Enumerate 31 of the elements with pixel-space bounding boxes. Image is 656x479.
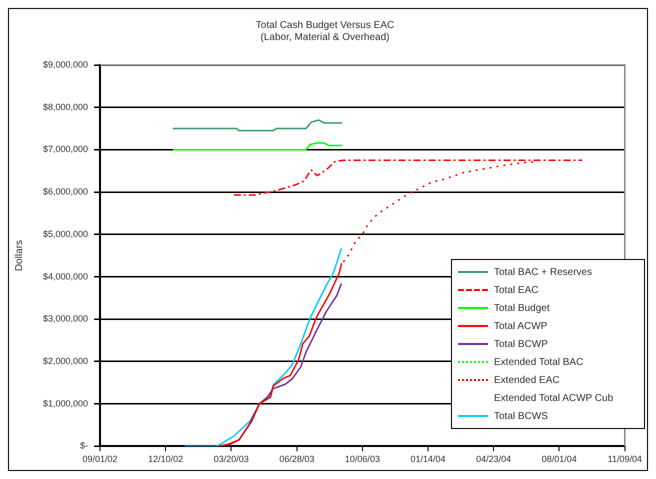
y-tick-label: $2,000,000 [42,356,88,366]
y-tick-label: $8,000,000 [42,102,88,112]
y-axis-title: Dollars [14,240,25,272]
x-tick-label: 11/09/04 [608,454,642,464]
y-tick-label: $9,000,000 [42,59,88,70]
y-tick-label: $5,000,000 [42,228,88,239]
y-tick-label: $3,000,000 [42,314,88,324]
text: Extended Total ACWP Cub [494,392,614,404]
x-tick-label: 01/14/04 [410,454,446,464]
x-tick-label: 03/20/03 [214,454,249,464]
y-tick-label: $- [80,440,88,451]
y-tick-label: $7,000,000 [42,144,88,154]
legend-label: Total BCWS [494,410,548,422]
y-tick-label: $1,000,000 [42,398,88,408]
x-tick-label: 06/28/03 [279,454,314,464]
legend-label: Total Budget [494,302,550,314]
y-tick-label: $6,000,000 [42,186,88,197]
x-tick-label: 08/01/04 [542,454,577,464]
x-tick-label: 10/06/03 [344,454,380,464]
legend-label: Total ACWP [494,320,548,332]
legend-label: Total BCWP [494,338,548,350]
legend-label: Total BAC + Reserves [494,266,592,278]
legend-label: Total EAC [494,284,538,296]
legend-label: Extended EAC [494,374,560,386]
chart-title: Total Cash Budget Versus EAC [256,20,394,31]
x-tick-label: 09/01/02 [82,454,118,464]
x-tick-label: 04/23/04 [476,454,512,464]
chart-subtitle: (Labor, Material & Overhead) [260,32,390,43]
y-tick-label: $4,000,000 [42,271,88,282]
x-tick-label: 12/10/02 [148,454,184,464]
legend-label: Extended Total BAC [494,356,584,368]
